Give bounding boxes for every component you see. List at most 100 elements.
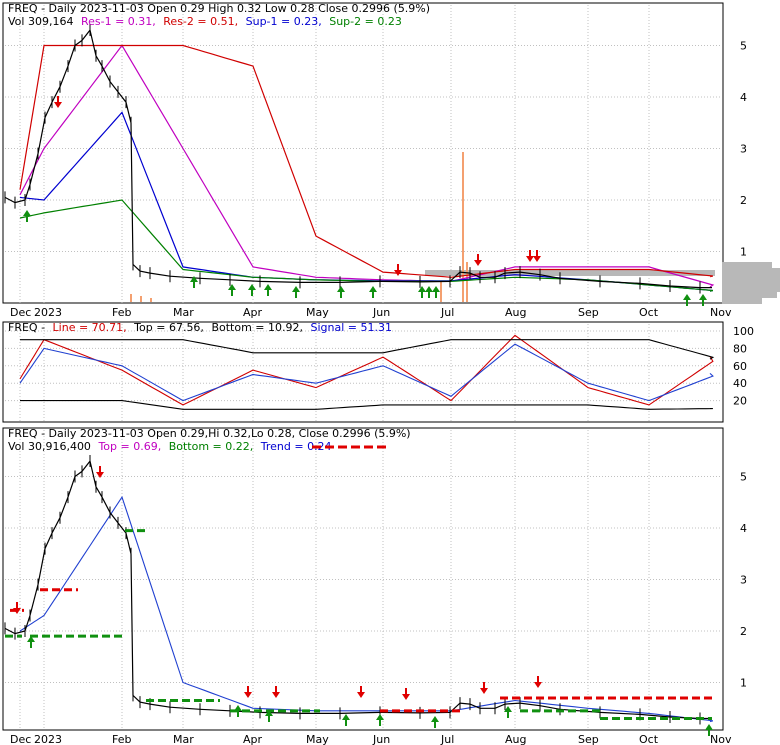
bottom-trend: Trend = 0.24 (260, 440, 332, 453)
buy-arrow-icon (190, 276, 198, 288)
mid-top: Top = 67.56, (133, 321, 204, 334)
line-res-2 (19, 44, 714, 278)
y-tick-top: 2 (740, 194, 747, 207)
x-tick-bottom: Nov (710, 733, 732, 745)
buy-arrow-icon (228, 284, 236, 296)
gray-profile-bar (425, 270, 715, 276)
x-tick-top: Feb (112, 306, 131, 319)
buy-arrow-icon (264, 284, 272, 296)
y-tick-bottom: 1 (740, 677, 747, 690)
top-sup2: Sup-2 = 0.23 (329, 15, 402, 28)
buy-arrow-icon (292, 286, 300, 298)
bottom-bottom: Bottom = 0.22, (169, 440, 254, 453)
buy-arrow-icon (705, 724, 713, 736)
top-sup1: Sup-1 = 0.23, (246, 15, 322, 28)
x-tick-bottom: Oct (639, 733, 659, 745)
buy-arrow-icon (369, 286, 377, 298)
sell-arrow-icon (534, 676, 542, 688)
buy-arrow-icon (431, 716, 439, 728)
sell-arrow-icon (526, 250, 534, 262)
y-tick-mid: 100 (733, 325, 754, 338)
y-tick-top: 1 (740, 246, 747, 259)
sell-arrow-icon (272, 686, 280, 698)
volume-bar (140, 296, 142, 302)
gray-volume-profile (425, 262, 780, 304)
x-tick-top: May (306, 306, 329, 319)
top-title: FREQ - Daily 2023-11-03 Open 0.29 High 0… (8, 2, 430, 15)
sell-arrow-icon (474, 254, 482, 266)
bottom-top: Top = 0.69, (97, 440, 161, 453)
x-tick-top: Aug (505, 306, 526, 319)
x-axis-ticks: DecDec20232023FebFebMarMarAprAprMayMayJu… (10, 306, 732, 745)
sell-arrow-icon (96, 466, 104, 478)
top-vol: Vol 309,164 (8, 15, 73, 28)
volume-bar (440, 282, 442, 302)
volume-bar (130, 294, 132, 302)
y-tick-bottom: 2 (740, 625, 747, 638)
gray-profile-bar (722, 268, 780, 274)
price-bars (4, 24, 712, 725)
osc-top (20, 339, 715, 360)
sell-arrow-icon (402, 688, 410, 700)
y-tick-top: 5 (740, 40, 747, 53)
line-res-1 (19, 44, 715, 288)
osc-signal (19, 343, 714, 402)
buy-arrow-icon (27, 636, 35, 648)
middle-panel-frame (2, 321, 724, 423)
sell-arrow-icon (533, 250, 541, 262)
y-tick-top: 4 (740, 91, 747, 104)
x-tick-bottom: Jun (372, 733, 390, 745)
buy-arrow-icon (432, 286, 440, 298)
x-tick-bottom: Sep (578, 733, 599, 745)
buy-arrow-icon (504, 706, 512, 718)
sell-arrow-icon (54, 96, 62, 108)
x-tick-bottom: Aug (505, 733, 526, 745)
osc-line (19, 334, 714, 406)
buy-arrow-icon (683, 294, 691, 306)
buy-arrow-icon (23, 210, 31, 222)
x-tick-top: Nov (710, 306, 732, 319)
top-res2: Res-2 = 0.51, (163, 15, 238, 28)
y-tick-mid: 20 (733, 395, 747, 408)
buy-arrow-icon (248, 284, 256, 296)
svg-text:FREQ - Line = 70.71, T: FREQ - Line = 70.71, Top = 67.56, Bottom… (8, 321, 392, 334)
y-tick-mid: 80 (733, 342, 747, 355)
x-tick-top: Dec (10, 306, 31, 319)
gray-profile-bar (722, 280, 780, 286)
y-tick-bottom: 3 (740, 574, 747, 587)
x-tick-top: Oct (639, 306, 659, 319)
mid-signal: Signal = 51.31 (310, 321, 392, 334)
x-tick-top: Apr (243, 306, 263, 319)
buy-arrow-icon (265, 710, 273, 722)
x-tick-bottom: Jul (440, 733, 454, 745)
buy-arrow-icon (234, 705, 242, 717)
svg-text:Vol 30,916,400 Top = 0.69,: Vol 30,916,400 Top = 0.69, Bottom = 0.22… (8, 440, 332, 453)
mid-ticker: FREQ - (8, 321, 45, 334)
x-tick-top: Mar (173, 306, 194, 319)
x-tick-top: Jul (440, 306, 454, 319)
sell-arrow-icon (357, 686, 365, 698)
sell-arrow-icon (394, 264, 402, 276)
buy-arrow-icon (342, 714, 350, 726)
x-tick-bottom: May (306, 733, 329, 745)
support-resistance-dashes (5, 529, 712, 721)
gray-profile-bar (722, 292, 777, 298)
sell-arrow-icon (244, 686, 252, 698)
volume-bar (466, 262, 468, 302)
gray-profile-bar (722, 274, 780, 280)
volume-bar (150, 298, 152, 302)
top-res1: Res-1 = 0.31, (81, 15, 156, 28)
x-tick-top: Sep (578, 306, 599, 319)
buy-arrow-icon (699, 294, 707, 306)
y-tick-mid: 60 (733, 360, 747, 373)
gray-profile-bar (722, 262, 772, 268)
top-panel-frame (2, 2, 724, 304)
x-tick-top: Jun (372, 306, 390, 319)
y-tick-bottom: 5 (740, 471, 747, 484)
sell-arrow-icon (480, 682, 488, 694)
volume-bars (130, 152, 468, 302)
buy-arrow-icon (425, 286, 433, 298)
sell-arrow-icon (13, 602, 21, 614)
mid-bottom: Bottom = 10.92, (211, 321, 303, 334)
x-tick-bottom: Dec (10, 733, 31, 745)
